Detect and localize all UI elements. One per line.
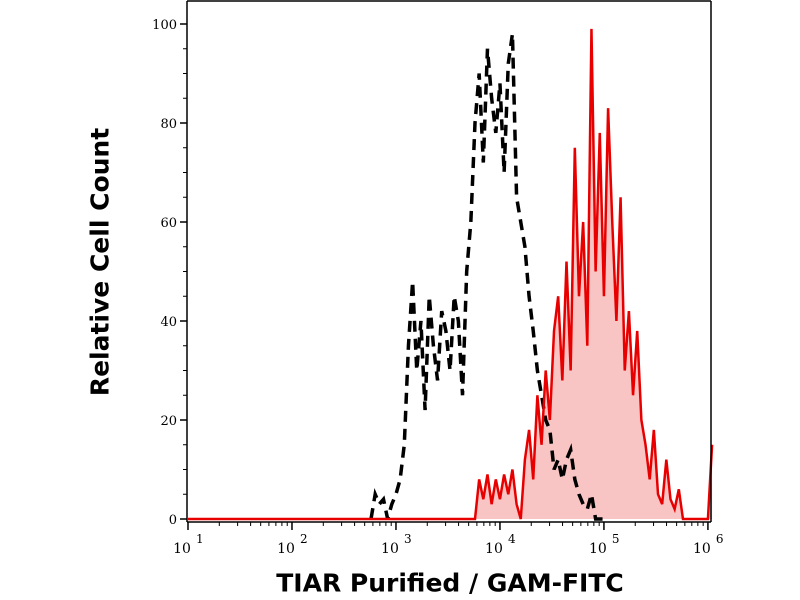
- x-tick-exponent: 2: [300, 532, 308, 546]
- y-tick-label: 80: [160, 117, 177, 132]
- x-tick-label: 10: [693, 541, 711, 557]
- x-tick-label: 10: [173, 541, 191, 557]
- x-tick-label: 10: [485, 541, 503, 557]
- series-fill-1: [188, 28, 713, 519]
- x-tick-exponent: 4: [508, 532, 516, 546]
- y-tick-label: 20: [160, 414, 177, 429]
- y-tick-label: 100: [152, 18, 177, 33]
- y-axis-label: Relative Cell Count: [85, 127, 115, 397]
- x-axis-label: TIAR Purified / GAM-FITC: [276, 568, 624, 598]
- y-tick-label: 0: [169, 513, 177, 528]
- x-tick-label: 10: [277, 541, 295, 557]
- x-tick-exponent: 5: [612, 532, 620, 546]
- series-line-0: [369, 33, 604, 521]
- x-tick-exponent: 3: [404, 532, 412, 546]
- x-tick-label: 10: [589, 541, 607, 557]
- x-tick-exponent: 6: [716, 532, 724, 546]
- series-line-1: [188, 28, 714, 521]
- y-tick-label: 60: [160, 216, 177, 231]
- y-tick-label: 40: [160, 315, 177, 330]
- x-tick-label: 10: [381, 541, 399, 557]
- x-tick-exponent: 1: [196, 532, 204, 546]
